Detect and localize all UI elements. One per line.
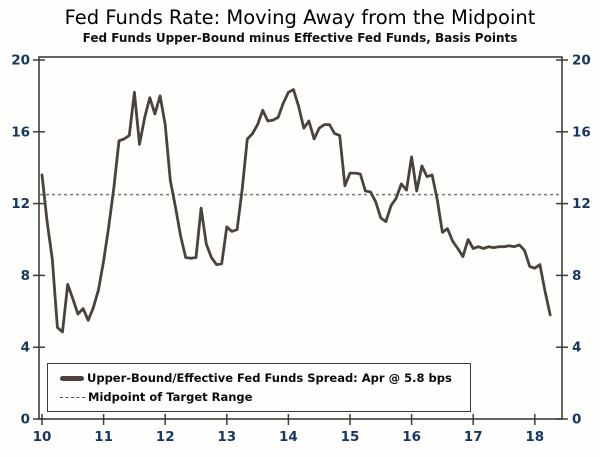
y-axis-tick-label: 20 [11,53,30,69]
x-axis-tick-label: 12 [156,429,175,445]
x-axis-tick-label: 10 [33,429,52,445]
x-axis-tick-label: 13 [217,429,236,445]
chart-subtitle: Fed Funds Upper-Bound minus Effective Fe… [82,31,518,45]
y-axis-tick-label: 20 [572,53,591,69]
y-axis-tick-label: 8 [21,268,30,284]
y-axis-tick-label: 0 [21,412,30,428]
y-axis: 0 0 4 4 8 8 12 12 16 16 20 20 [11,53,591,428]
x-axis-tick-label: 18 [525,429,544,445]
dashed-line-swatch-icon [60,396,85,398]
legend-item-label: Upper-Bound/Effective Fed Funds Spread: … [87,371,452,385]
spread-series-line [40,88,552,334]
y-axis-tick-label: 16 [11,124,30,140]
x-axis-tick-label: 17 [464,429,483,445]
y-axis-tick-label: 0 [572,412,581,428]
y-axis-tick-label: 8 [572,268,581,284]
solid-line-swatch-icon [60,375,84,381]
legend: Upper-Bound/Effective Fed Funds Spread: … [47,363,471,412]
legend-item-midpoint: Midpoint of Target Range [60,390,462,404]
legend-item-label: Midpoint of Target Range [88,390,253,404]
x-axis: 10 11 12 13 14 15 16 17 18 [33,414,544,445]
x-axis-tick-label: 15 [341,429,360,445]
x-axis-tick-label: 14 [279,429,298,445]
chart-title: Fed Funds Rate: Moving Away from the Mid… [64,6,536,29]
y-axis-tick-label: 12 [11,196,30,212]
x-axis-tick-label: 11 [94,429,113,445]
legend-item-spread: Upper-Bound/Effective Fed Funds Spread: … [60,371,462,385]
y-axis-tick-label: 12 [572,196,591,212]
y-axis-tick-label: 4 [21,340,30,356]
y-axis-tick-label: 4 [572,340,581,356]
y-axis-tick-label: 16 [572,124,591,140]
plot-border [38,56,563,420]
x-axis-tick-label: 16 [402,429,421,445]
